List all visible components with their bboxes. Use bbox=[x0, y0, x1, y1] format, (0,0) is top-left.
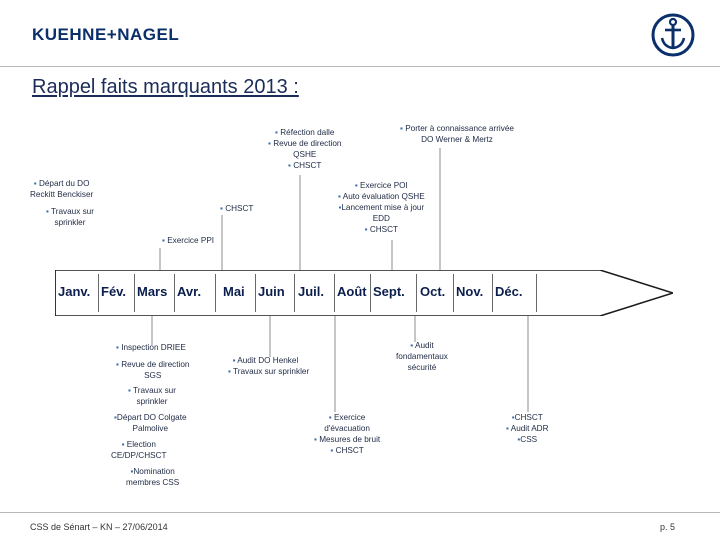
event-election: ▪ Election CE/DP/CHSCT bbox=[111, 440, 167, 460]
month-aout: Août bbox=[337, 284, 367, 299]
event-refection: ▪ Réfection dalle ▪ Revue de direction Q… bbox=[268, 128, 342, 170]
event-exercice-ppi: ▪ Exercice PPI bbox=[162, 236, 215, 245]
event-chsct: ▪ CHSCT bbox=[220, 204, 254, 213]
anchor-icon bbox=[650, 12, 696, 58]
month-nov: Nov. bbox=[456, 284, 484, 299]
event-nomination: ▪Nomination membres CSS bbox=[126, 467, 180, 487]
page-number: p. 5 bbox=[660, 522, 676, 532]
month-juin: Juin bbox=[258, 284, 285, 299]
month-juil: Juil. bbox=[298, 284, 325, 299]
header-divider bbox=[0, 66, 720, 67]
month-fev: Fév. bbox=[101, 284, 127, 299]
event-travaux-sprinkler-bottom: ▪ Travaux sur sprinkler bbox=[128, 386, 176, 406]
event-chsct-audit-adr: ▪CHSCT ▪ Audit ADR ▪CSS bbox=[506, 413, 549, 444]
month-dec: Déc. bbox=[495, 284, 523, 299]
month-labels: Janv. Fév. Mars Avr. Mai Juin Juil. Août… bbox=[58, 282, 548, 302]
month-mars: Mars bbox=[137, 284, 168, 299]
event-exercice-poi: ▪ Exercice POI ▪ Auto évaluation QSHE ▪L… bbox=[338, 181, 425, 234]
event-depart-colgate: ▪Départ DO Colgate Palmolive bbox=[114, 413, 187, 433]
month-sept: Sept. bbox=[373, 284, 405, 299]
event-revue-sgs: ▪ Revue de direction SGS bbox=[116, 360, 190, 380]
timeline-arrow bbox=[55, 270, 673, 316]
event-travaux-sprinkler-top: ▪ Travaux sur sprinkler bbox=[46, 207, 94, 227]
event-depart-reckitt: ▪ Départ du DO Reckitt Benckiser bbox=[30, 179, 94, 199]
event-inspection-driee: ▪ Inspection DRIEE bbox=[116, 343, 186, 352]
event-exercice-evacuation: ▪ Exercice d'évacuation ▪ Mesures de bru… bbox=[314, 413, 381, 455]
footer-divider bbox=[0, 512, 720, 513]
month-janv: Janv. bbox=[58, 284, 91, 299]
footer-text: CSS de Sénart – KN – 27/06/2014 bbox=[30, 522, 168, 532]
kuehne-nagel-logo: KUEHNE+NAGEL bbox=[32, 25, 180, 44]
month-oct: Oct. bbox=[420, 284, 446, 299]
page-title: Rappel faits marquants 2013 : bbox=[32, 76, 299, 98]
month-avr: Avr. bbox=[177, 284, 202, 299]
event-audit-henkel: ▪ Audit DO Henkel ▪ Travaux sur sprinkle… bbox=[228, 356, 310, 376]
event-porter-connaissance: ▪ Porter à connaissance arrivée DO Werne… bbox=[400, 124, 514, 144]
event-audit-fondamentaux: ▪ Audit fondamentaux sécurité bbox=[396, 341, 448, 372]
month-dividers bbox=[58, 274, 538, 312]
month-mai: Mai bbox=[223, 284, 245, 299]
